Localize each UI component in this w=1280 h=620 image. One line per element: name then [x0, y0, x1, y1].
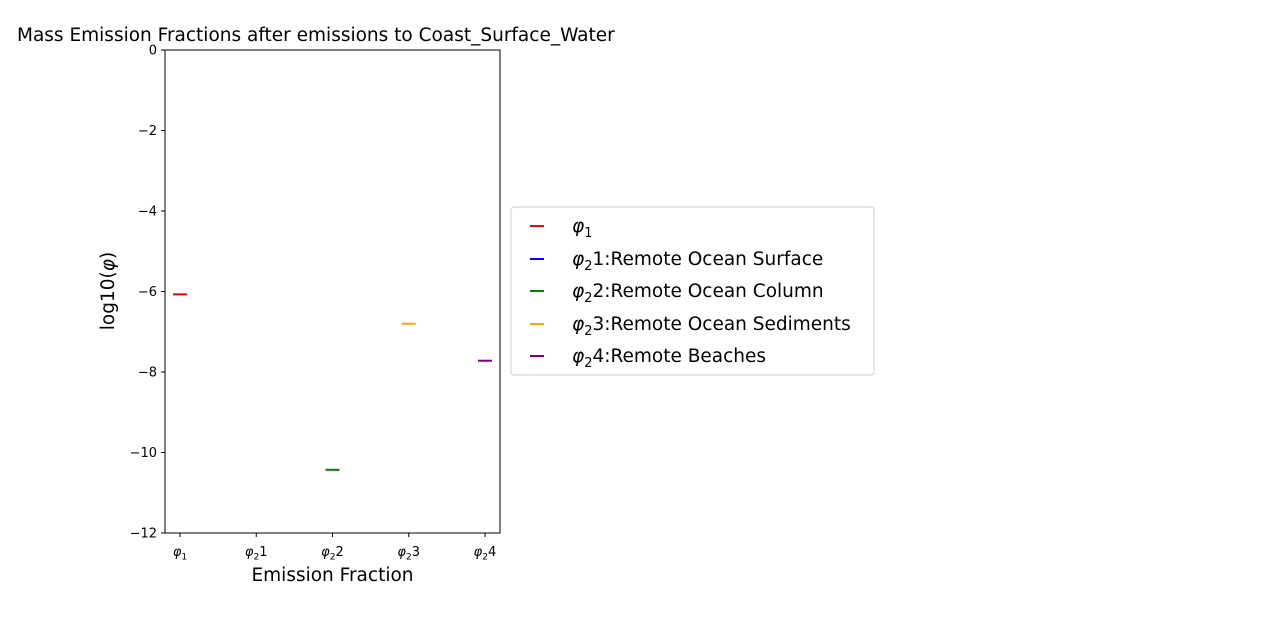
legend-entry: φ23:Remote Ocean Sediments — [572, 314, 851, 339]
y-tick-label: 0 — [149, 44, 157, 59]
y-tick-label: −6 — [138, 285, 157, 300]
y-tick-label: −8 — [138, 366, 157, 381]
plot-frame — [164, 49, 501, 534]
y-tick-label: −10 — [130, 446, 157, 461]
x-tick-label: φ23 — [397, 545, 420, 563]
legend-entry: φ21:Remote Ocean Surface — [572, 249, 823, 274]
legend-box — [510, 206, 875, 376]
legend-entry: φ24:Remote Beaches — [572, 346, 766, 371]
y-axis-label-text: log10(φ) — [98, 252, 119, 330]
x-tick-label: φ22 — [321, 545, 344, 563]
x-tick-label: φ1 — [173, 545, 187, 563]
x-tick-label: φ24 — [474, 545, 497, 563]
y-tick-label: −2 — [138, 124, 157, 139]
legend: φ1 φ21:Remote Ocean Surface φ22:Remote Oce… — [510, 206, 875, 376]
x-axis-label: Emission Fraction — [251, 565, 413, 586]
y-axis-label: log10(φ) — [98, 252, 119, 330]
y-tick-label: −4 — [138, 205, 157, 220]
chart-title: Mass Emission Fractions after emissions … — [17, 25, 615, 46]
plot-area: 0 −2 −4 −6 −8 −10 −12 φ1 φ21 φ22 φ23 φ24 — [130, 44, 501, 563]
x-tick-label: φ21 — [245, 545, 268, 563]
legend-entry: φ22:Remote Ocean Column — [572, 281, 824, 306]
y-tick-label: −12 — [130, 527, 157, 542]
legend-entry: φ1 — [572, 216, 592, 241]
